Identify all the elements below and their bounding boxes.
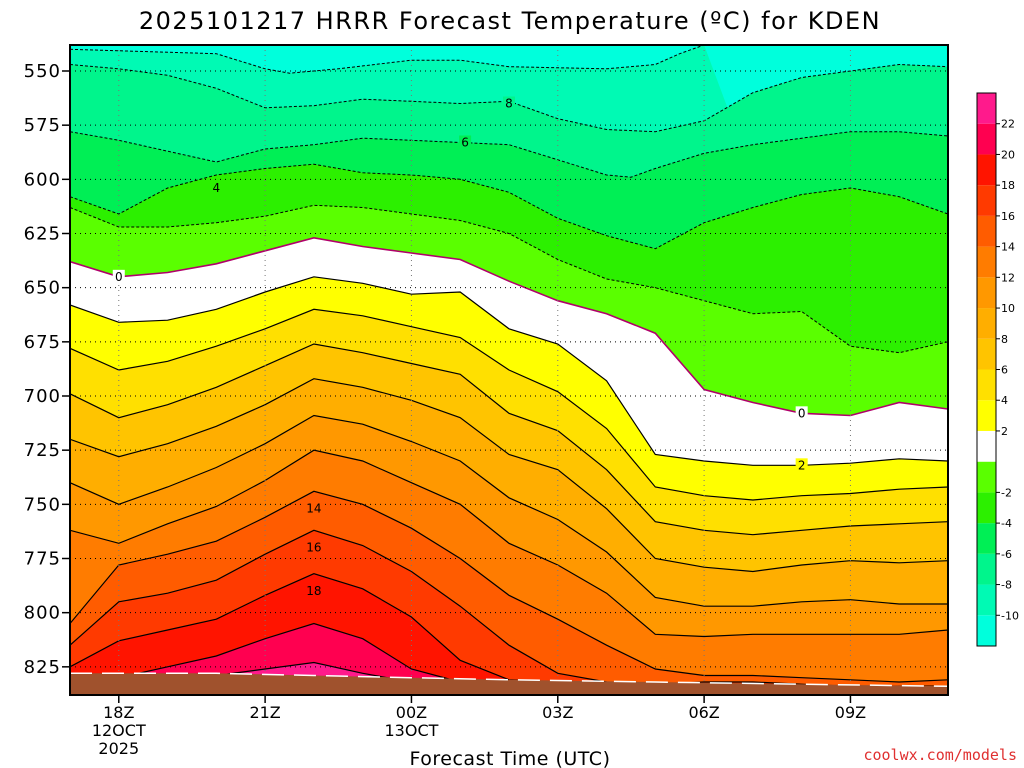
x-tick-label: 2025 xyxy=(98,739,139,758)
x-axis-title: Forecast Time (UTC) xyxy=(410,748,611,768)
y-tick-label: 675 xyxy=(24,332,61,353)
colorbar-swatch xyxy=(977,338,996,370)
y-tick-label: 825 xyxy=(24,657,61,678)
isotherm--6 xyxy=(70,131,948,178)
colorbar-tick-label: 2 xyxy=(1001,425,1008,438)
contour-labels: 8 6 4 0 0 2 14 16 18 xyxy=(112,96,808,598)
contour-label-bg xyxy=(503,96,515,111)
colorbar-tick-label: -10 xyxy=(1001,609,1019,622)
y-tick-label: 800 xyxy=(24,603,61,624)
contour-label-bg xyxy=(303,501,324,516)
colorbar-tick-label: 22 xyxy=(1001,118,1015,131)
contour-label-bg xyxy=(795,458,808,473)
x-tick-label: 21Z xyxy=(249,703,280,722)
colorbar-swatch xyxy=(977,246,996,278)
colorbar-swatch xyxy=(977,400,996,431)
colorbar-tick-label: 20 xyxy=(1001,148,1015,161)
colorbar-swatch xyxy=(977,523,996,554)
y-tick-label: 600 xyxy=(24,169,61,190)
plot-frame xyxy=(69,44,949,696)
colorbar-swatch xyxy=(977,492,996,524)
grid-lines xyxy=(70,45,948,695)
colorbar-swatch xyxy=(977,369,996,401)
colorbar-tick-label: 8 xyxy=(1001,333,1008,346)
contour-label: 0 xyxy=(115,270,123,284)
x-tick-label: 00Z xyxy=(396,703,427,722)
colorbar-tick-label: 18 xyxy=(1001,179,1015,192)
colorbar-swatch xyxy=(977,584,996,616)
isotherm-10 xyxy=(70,414,948,607)
colorbar-swatch xyxy=(977,553,996,585)
contour-label: 6 xyxy=(461,136,469,150)
contour-label-bg xyxy=(210,181,223,195)
contour-label: 0 xyxy=(798,406,806,420)
colorbar: 22 20 18 16 14 12 10 8 6 4 2 -2 -4 -6 -8 -10 xyxy=(976,92,1019,647)
colorbar-swatch xyxy=(977,123,996,155)
colorbar-tick-label: 10 xyxy=(1001,302,1015,315)
colorbar-swatch xyxy=(977,461,996,493)
credit-text: coolwx.com/models xyxy=(863,746,1017,764)
x-tick-label: 06Z xyxy=(688,703,719,722)
contour-label: 4 xyxy=(213,181,221,195)
colorbar-swatch xyxy=(977,185,996,216)
colorbar-swatch xyxy=(977,430,996,462)
x-tick-label: 12OCT xyxy=(92,721,146,740)
y-tick-label: 750 xyxy=(24,494,61,515)
colorbar-tick-label: -2 xyxy=(1001,486,1012,499)
isotherm-12 xyxy=(70,449,948,638)
colorbar-swatch xyxy=(977,215,996,247)
isotherm-4 xyxy=(70,308,948,501)
isotherm--2 xyxy=(70,204,948,354)
ground-layer xyxy=(70,672,948,695)
ground-edge xyxy=(70,672,948,688)
y-tick-label: 700 xyxy=(24,386,61,407)
colorbar-tick-label: -8 xyxy=(1001,579,1012,592)
colorbar-tick-label: 16 xyxy=(1001,210,1015,223)
isotherm--4 xyxy=(70,163,948,250)
ground-terrain xyxy=(70,673,948,695)
isotherm-6 xyxy=(70,343,948,536)
colorbar-tick-label: -6 xyxy=(1001,548,1012,561)
x-tick-label: 13OCT xyxy=(384,721,438,740)
isotherm-14 xyxy=(70,490,948,683)
contour-label: 14 xyxy=(306,502,321,516)
y-axis: 550 575 600 625 650 675 700 725 750 775 800 825 xyxy=(24,61,70,678)
x-tick-label: 18Z xyxy=(103,703,134,722)
colorbar-swatch xyxy=(977,308,996,339)
y-tick-label: 650 xyxy=(24,278,61,299)
x-tick-label: 09Z xyxy=(835,703,866,722)
plot-area: 8 6 4 0 0 2 14 16 18 xyxy=(70,45,948,695)
colorbar-swatch xyxy=(977,93,996,124)
y-tick-label: 775 xyxy=(24,549,61,570)
colorbar-swatch xyxy=(977,154,996,186)
contour-label-bg xyxy=(303,584,324,598)
contour-label: 2 xyxy=(798,458,806,472)
colorbar-tick-label: 4 xyxy=(1001,394,1008,407)
contour-label: 18 xyxy=(306,584,321,598)
chart-title: 2025101217 HRRR Forecast Temperature (ºC… xyxy=(139,7,881,35)
colorbar-tick-label: 14 xyxy=(1001,241,1015,254)
y-tick-label: 725 xyxy=(24,440,61,461)
colorbar-tick-label: 12 xyxy=(1001,271,1015,284)
y-tick-label: 625 xyxy=(24,224,61,245)
contour-label-bg xyxy=(303,540,324,555)
x-tick-label: 03Z xyxy=(542,703,573,722)
y-tick-label: 575 xyxy=(24,115,61,136)
contour-label: 8 xyxy=(505,97,513,111)
colorbar-swatch xyxy=(977,277,996,309)
contour-label: 16 xyxy=(306,541,321,555)
contour-label-bg xyxy=(459,135,472,150)
colorbar-tick-label: 6 xyxy=(1001,364,1008,377)
colorbar-swatch xyxy=(977,615,996,646)
contour-label-bg xyxy=(795,406,808,421)
contour-label-bg xyxy=(112,269,125,284)
isotherm-8 xyxy=(70,378,948,573)
y-tick-label: 550 xyxy=(24,61,61,82)
colorbar-tick-label: -4 xyxy=(1001,517,1012,530)
